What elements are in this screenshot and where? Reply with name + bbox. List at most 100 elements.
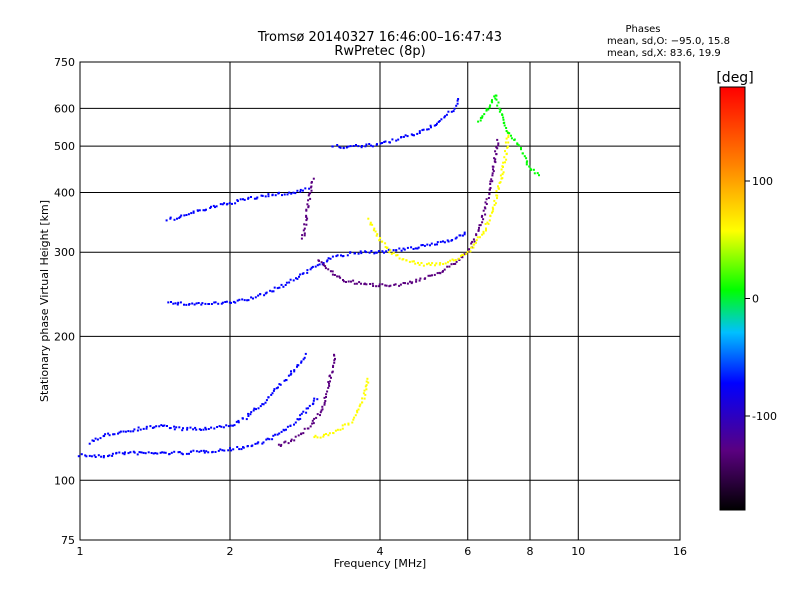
data-point (309, 268, 312, 271)
data-point (472, 238, 475, 241)
data-point (333, 359, 336, 362)
data-point (246, 445, 249, 447)
data-point (533, 172, 536, 175)
data-point (385, 247, 388, 249)
data-point (454, 259, 457, 261)
data-point (239, 198, 242, 201)
data-point (196, 209, 199, 212)
data-point (436, 122, 438, 125)
chart-title: Tromsø 20140327 16:46:00–16:47:43 (257, 30, 502, 45)
data-point (481, 115, 484, 118)
data-point (182, 427, 184, 430)
data-point (526, 160, 529, 163)
data-point (502, 122, 505, 124)
data-point (314, 434, 317, 437)
data-point (280, 283, 283, 286)
data-point (374, 230, 377, 233)
data-point (347, 280, 350, 283)
data-point (272, 290, 275, 293)
data-point (296, 189, 299, 192)
data-point (372, 229, 375, 232)
data-point (284, 284, 287, 286)
data-point (331, 255, 334, 258)
data-point (198, 428, 201, 431)
data-point (497, 101, 500, 104)
data-point (88, 454, 91, 457)
data-point (84, 454, 87, 457)
data-point (195, 302, 198, 305)
data-point (322, 435, 325, 438)
data-point (429, 244, 431, 247)
data-point (381, 283, 384, 286)
data-point (179, 301, 182, 304)
data-point (260, 194, 263, 197)
data-point (375, 234, 378, 237)
data-point (195, 450, 198, 453)
data-point (469, 250, 472, 253)
data-point (355, 282, 358, 285)
data-point (513, 138, 516, 141)
data-point (227, 449, 230, 452)
data-point (168, 453, 171, 455)
data-point (487, 222, 490, 225)
data-point (334, 429, 337, 432)
data-point (262, 441, 265, 444)
data-point (202, 449, 205, 452)
data-point (207, 428, 210, 430)
data-point (302, 272, 305, 275)
data-point (495, 146, 498, 149)
data-point (297, 418, 300, 421)
data-point (384, 284, 387, 287)
data-point (214, 451, 217, 453)
data-point (124, 451, 126, 454)
data-point (173, 218, 176, 221)
data-point (483, 206, 486, 209)
data-point (272, 389, 275, 392)
data-point (292, 191, 295, 194)
data-point (452, 110, 455, 113)
data-point (127, 452, 130, 455)
data-point (285, 379, 288, 382)
data-point (183, 303, 185, 306)
data-point (93, 454, 96, 457)
data-point (416, 247, 419, 250)
y-tick-label: 400 (54, 186, 75, 199)
data-point (290, 438, 293, 441)
y-tick-labels: 75 100 200 300 400 500 600 750 (54, 56, 75, 547)
data-point (419, 277, 422, 280)
data-point (215, 205, 218, 208)
data-point (501, 173, 504, 176)
data-point (192, 428, 195, 431)
data-point (170, 301, 172, 303)
data-point (525, 161, 528, 164)
data-point (249, 413, 252, 416)
data-point (345, 146, 348, 149)
data-point (481, 221, 484, 224)
data-point (507, 136, 510, 139)
data-point (290, 192, 293, 195)
data-point (490, 178, 493, 181)
data-point (376, 143, 378, 146)
data-point (370, 144, 372, 147)
data-point (429, 274, 432, 277)
data-point (371, 223, 374, 226)
data-point (288, 281, 291, 284)
data-point (487, 197, 490, 199)
data-point (302, 432, 305, 435)
data-point (359, 250, 362, 253)
data-point (158, 425, 161, 428)
data-point (210, 303, 213, 305)
data-point (312, 177, 315, 180)
data-point (445, 113, 448, 116)
data-point (183, 214, 186, 217)
data-point (495, 94, 498, 97)
data-point (235, 420, 238, 423)
data-point (327, 386, 330, 389)
data-point (334, 357, 336, 360)
data-point (296, 277, 299, 280)
data-point (493, 157, 496, 160)
data-point (221, 203, 224, 206)
data-point (373, 252, 376, 255)
x-axis-label: Frequency [MHz] (334, 557, 426, 570)
data-point (159, 451, 162, 454)
